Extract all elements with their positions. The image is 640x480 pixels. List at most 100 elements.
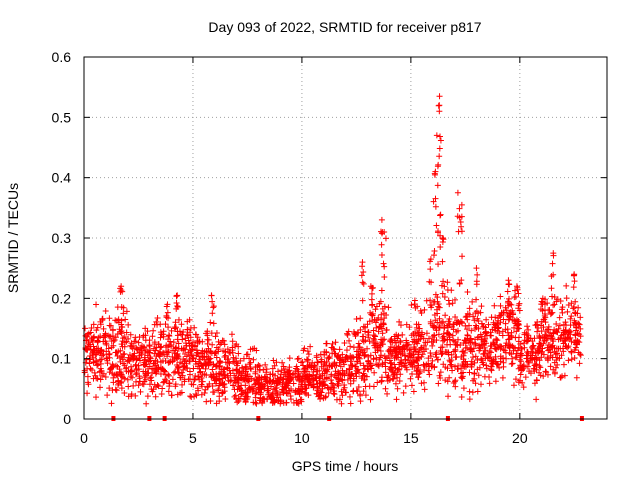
data-point bbox=[178, 369, 185, 376]
data-point bbox=[228, 377, 235, 384]
data-point bbox=[444, 378, 451, 385]
data-point bbox=[436, 145, 443, 152]
data-point bbox=[488, 367, 495, 374]
data-point bbox=[365, 358, 372, 365]
data-point bbox=[375, 328, 382, 335]
data-point bbox=[560, 340, 567, 347]
data-point bbox=[461, 349, 468, 356]
data-point bbox=[304, 376, 311, 383]
data-point bbox=[458, 370, 465, 377]
data-point bbox=[403, 321, 410, 328]
data-point bbox=[194, 363, 201, 370]
data-point bbox=[225, 359, 232, 366]
data-point bbox=[163, 303, 170, 310]
data-point bbox=[366, 338, 373, 345]
data-point bbox=[126, 357, 133, 364]
data-point bbox=[397, 371, 404, 378]
data-point bbox=[474, 356, 481, 363]
data-point bbox=[568, 356, 575, 363]
data-point bbox=[414, 367, 421, 374]
data-point bbox=[402, 342, 409, 349]
data-point bbox=[104, 357, 111, 364]
data-point bbox=[160, 328, 167, 335]
data-point bbox=[127, 342, 134, 349]
data-point bbox=[446, 357, 453, 364]
data-point bbox=[297, 396, 304, 403]
data-point bbox=[199, 347, 206, 354]
data-point bbox=[165, 324, 172, 331]
data-point bbox=[198, 391, 205, 398]
data-point bbox=[464, 361, 471, 368]
data-point bbox=[485, 321, 492, 328]
data-point bbox=[431, 332, 438, 339]
data-point bbox=[207, 397, 214, 404]
data-point bbox=[488, 342, 495, 349]
data-point bbox=[108, 400, 115, 407]
data-point bbox=[418, 380, 425, 387]
data-point bbox=[540, 340, 547, 347]
data-point bbox=[125, 321, 132, 328]
data-point bbox=[418, 353, 425, 360]
data-point bbox=[360, 268, 367, 275]
data-point bbox=[97, 360, 104, 367]
data-point bbox=[470, 313, 477, 320]
data-point bbox=[84, 331, 91, 338]
data-point bbox=[436, 324, 443, 331]
data-point bbox=[529, 343, 536, 350]
data-point bbox=[97, 333, 104, 340]
data-point bbox=[95, 361, 102, 368]
data-point bbox=[514, 284, 521, 291]
data-point bbox=[481, 344, 488, 351]
data-point bbox=[464, 332, 471, 339]
data-point bbox=[401, 352, 408, 359]
data-point bbox=[158, 390, 165, 397]
data-point bbox=[392, 380, 399, 387]
data-point bbox=[563, 295, 570, 302]
data-point bbox=[146, 358, 153, 365]
data-point bbox=[326, 362, 333, 369]
data-point bbox=[234, 399, 241, 406]
data-point bbox=[295, 368, 302, 375]
data-point bbox=[357, 326, 364, 333]
data-point bbox=[553, 356, 560, 363]
data-point bbox=[295, 355, 302, 362]
data-point bbox=[442, 348, 449, 355]
data-point bbox=[559, 309, 566, 316]
data-point bbox=[378, 241, 385, 248]
data-point bbox=[169, 376, 176, 383]
data-point bbox=[382, 355, 389, 362]
data-point bbox=[253, 400, 260, 407]
data-point bbox=[114, 372, 121, 379]
data-point bbox=[500, 316, 507, 323]
data-point bbox=[213, 329, 220, 336]
data-point bbox=[95, 349, 102, 356]
data-point bbox=[314, 359, 321, 366]
data-point bbox=[472, 353, 479, 360]
data-point bbox=[400, 389, 407, 396]
data-point bbox=[448, 362, 455, 369]
data-point bbox=[91, 333, 98, 340]
data-point bbox=[339, 371, 346, 378]
data-point bbox=[379, 330, 386, 337]
data-point bbox=[186, 358, 193, 365]
data-point bbox=[184, 318, 191, 325]
data-point bbox=[112, 349, 119, 356]
data-point bbox=[236, 395, 243, 402]
data-point bbox=[133, 369, 140, 376]
data-point bbox=[471, 317, 478, 324]
data-point bbox=[173, 354, 180, 361]
data-point bbox=[434, 182, 441, 189]
data-point bbox=[270, 357, 277, 364]
data-point bbox=[343, 353, 350, 360]
data-point bbox=[454, 319, 461, 326]
data-point bbox=[330, 388, 337, 395]
data-point bbox=[325, 354, 332, 361]
data-point bbox=[503, 355, 510, 362]
data-point bbox=[189, 355, 196, 362]
data-point bbox=[436, 108, 443, 115]
data-point bbox=[560, 361, 567, 368]
data-point bbox=[177, 374, 184, 381]
data-point bbox=[135, 339, 142, 346]
data-point bbox=[465, 322, 472, 329]
